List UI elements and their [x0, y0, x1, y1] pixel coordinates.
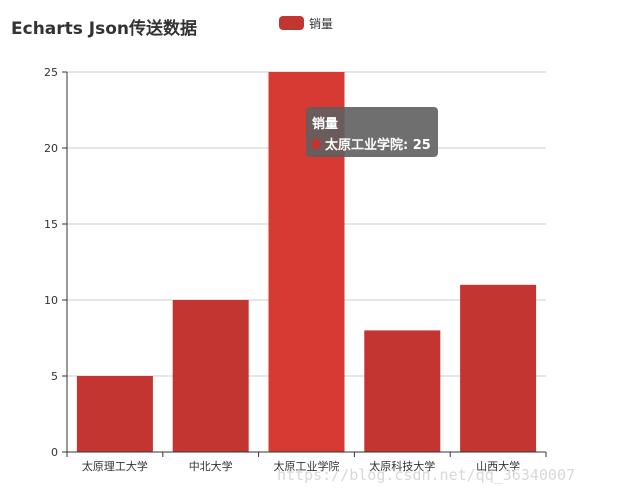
- x-tick-label: 太原工业学院: [274, 459, 340, 473]
- x-tick-label: 山西大学: [476, 459, 520, 473]
- bar[interactable]: [364, 330, 441, 452]
- tooltip: 销量 太原工业学院: 25: [306, 107, 438, 157]
- y-tick-label: 25: [44, 66, 58, 79]
- axes: [62, 71, 547, 457]
- bar[interactable]: [76, 376, 153, 452]
- y-tick-labels: 0 5 10 15 20 25: [44, 66, 58, 459]
- bar[interactable]: [460, 284, 537, 452]
- chart-title: Echarts Json传送数据: [11, 18, 197, 39]
- tooltip-background: [306, 107, 438, 157]
- y-tick-label: 10: [44, 294, 58, 307]
- y-tick-label: 5: [51, 370, 58, 383]
- tooltip-item: 太原工业学院: 25: [324, 137, 431, 153]
- y-tick-label: 15: [44, 218, 58, 231]
- x-tick-label: 中北大学: [189, 459, 233, 473]
- legend-label[interactable]: 销量: [309, 17, 333, 31]
- watermark: https://blog.csdn.net/qq_36340007: [277, 466, 575, 484]
- tooltip-title: 销量: [312, 116, 338, 132]
- legend-swatch[interactable]: [279, 16, 304, 30]
- y-tick-label: 20: [44, 142, 58, 155]
- tooltip-series-dot: [311, 139, 321, 149]
- x-tick-labels: 太原理工大学 中北大学 太原工业学院 太原科技大学 山西大学: [82, 459, 520, 473]
- x-tick-label: 太原理工大学: [82, 459, 148, 473]
- x-tick-label: 太原科技大学: [369, 459, 435, 473]
- legend[interactable]: 销量: [279, 16, 333, 31]
- bar[interactable]: [172, 300, 249, 452]
- y-tick-label: 0: [51, 446, 58, 459]
